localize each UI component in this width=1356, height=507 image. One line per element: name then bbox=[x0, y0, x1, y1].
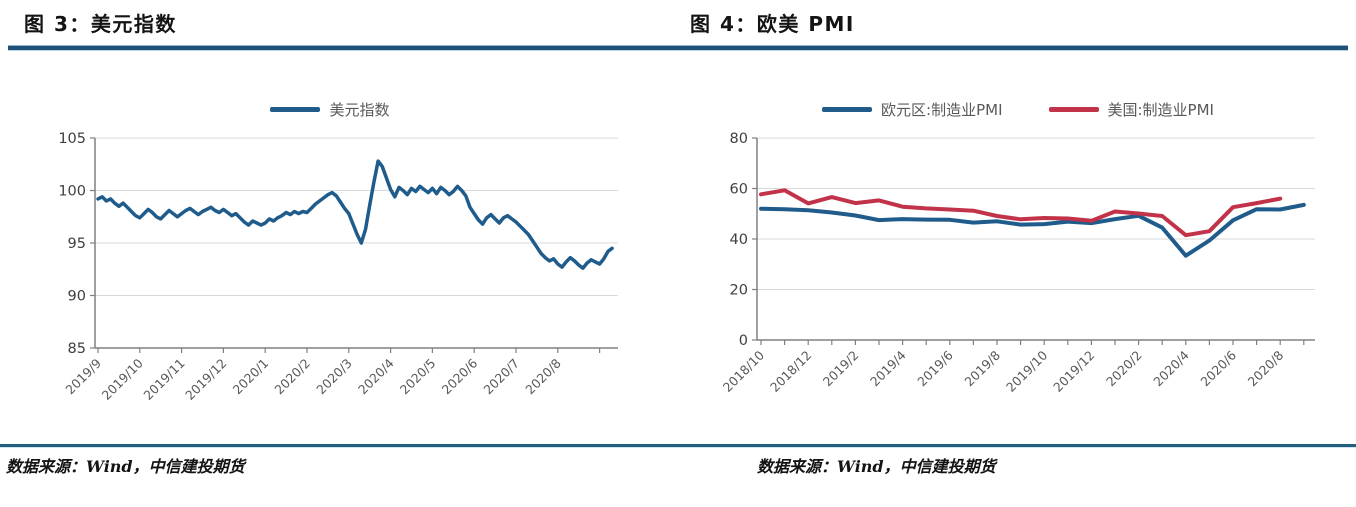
svg-text:2019/9: 2019/9 bbox=[62, 355, 104, 397]
svg-text:2020/4: 2020/4 bbox=[355, 355, 397, 397]
svg-text:40: 40 bbox=[730, 232, 748, 248]
svg-text:2020/4: 2020/4 bbox=[1150, 347, 1192, 389]
svg-text:2020/7: 2020/7 bbox=[480, 356, 522, 398]
legend-dollar-index: 美元指数 bbox=[0, 99, 660, 120]
chart-title-dollar-index: 图 3：美元指数 bbox=[24, 12, 177, 36]
legend-item-eurozone-pmi: 欧元区:制造业PMI bbox=[822, 99, 1003, 120]
footer-divider-rule bbox=[0, 444, 1356, 448]
svg-text:2019/12: 2019/12 bbox=[182, 356, 229, 403]
line-swatch-icon bbox=[822, 107, 873, 112]
svg-text:100: 100 bbox=[58, 184, 86, 200]
legend-item-dollar-index: 美元指数 bbox=[270, 99, 390, 120]
svg-text:2020/2: 2020/2 bbox=[271, 356, 313, 398]
chart-title-pmi: 图 4：欧美 PMI bbox=[690, 12, 855, 36]
data-source-note: 数据来源：Wind，中信建投期货 bbox=[6, 457, 245, 476]
svg-text:2019/10: 2019/10 bbox=[1003, 347, 1050, 394]
svg-text:2019/6: 2019/6 bbox=[914, 347, 956, 389]
svg-text:2019/2: 2019/2 bbox=[820, 348, 862, 390]
svg-text:95: 95 bbox=[68, 236, 86, 252]
legend-label: 美国:制造业PMI bbox=[1107, 101, 1214, 119]
svg-text:2019/10: 2019/10 bbox=[99, 355, 146, 402]
legend-label: 欧元区:制造业PMI bbox=[881, 101, 1003, 119]
svg-text:2020/8: 2020/8 bbox=[522, 355, 564, 397]
svg-text:2018/12: 2018/12 bbox=[767, 348, 814, 395]
svg-text:0: 0 bbox=[739, 333, 748, 349]
line-swatch-icon bbox=[270, 107, 321, 112]
svg-text:20: 20 bbox=[730, 283, 748, 299]
svg-text:2020/1: 2020/1 bbox=[230, 356, 272, 398]
svg-text:105: 105 bbox=[58, 131, 86, 147]
svg-text:2019/12: 2019/12 bbox=[1050, 348, 1097, 395]
svg-text:2020/8: 2020/8 bbox=[1245, 347, 1287, 389]
title-divider-rule bbox=[8, 45, 1348, 51]
svg-text:2019/8: 2019/8 bbox=[961, 347, 1003, 389]
svg-text:2019/4: 2019/4 bbox=[867, 347, 909, 389]
line-swatch-icon bbox=[1048, 107, 1099, 112]
legend-item-us-pmi: 美国:制造业PMI bbox=[1048, 99, 1214, 120]
svg-text:2020/5: 2020/5 bbox=[397, 356, 439, 398]
legend-pmi: 欧元区:制造业PMI 美国:制造业PMI bbox=[680, 99, 1356, 120]
legend-label: 美元指数 bbox=[329, 101, 390, 119]
svg-text:80: 80 bbox=[730, 131, 748, 147]
svg-text:2018/10: 2018/10 bbox=[720, 347, 767, 394]
svg-text:2020/2: 2020/2 bbox=[1103, 348, 1145, 390]
svg-text:60: 60 bbox=[730, 182, 748, 198]
svg-text:2020/6: 2020/6 bbox=[439, 355, 481, 397]
svg-text:2020/6: 2020/6 bbox=[1197, 347, 1239, 389]
svg-text:2019/11: 2019/11 bbox=[140, 356, 187, 403]
svg-text:2020/3: 2020/3 bbox=[313, 356, 355, 398]
data-source-note: 数据来源：Wind，中信建投期货 bbox=[757, 457, 996, 476]
svg-text:85: 85 bbox=[68, 341, 86, 357]
svg-text:90: 90 bbox=[68, 289, 86, 305]
